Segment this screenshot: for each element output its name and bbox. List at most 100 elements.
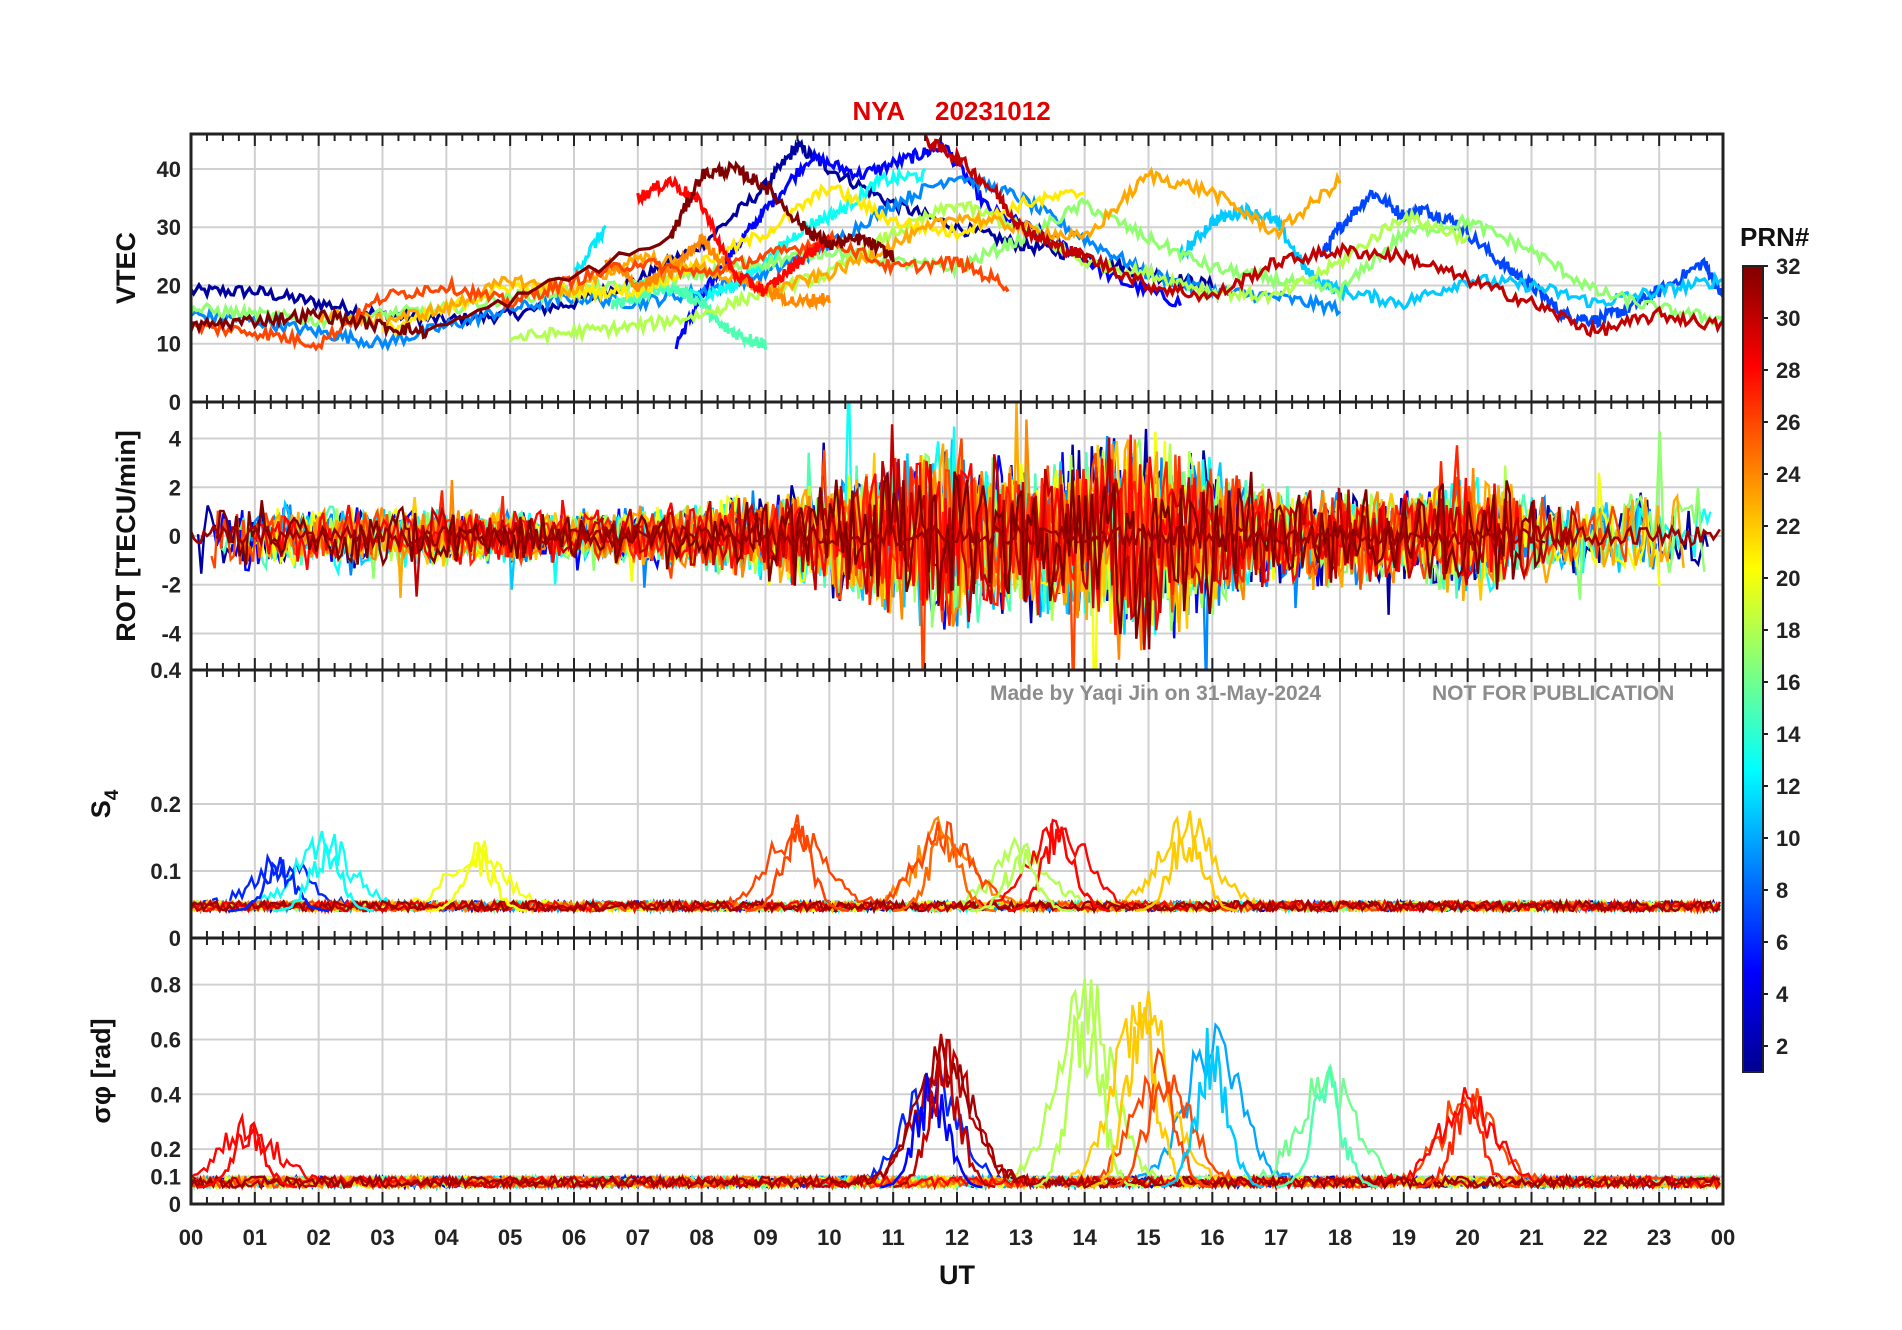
sigma_phi-peak-prn28 [197, 1120, 298, 1189]
colorbar-tick-label: 30 [1776, 306, 1800, 331]
x-tick-label: 07 [626, 1225, 650, 1250]
x-tick-label: 02 [306, 1225, 330, 1250]
colorbar-tick-label: 26 [1776, 410, 1800, 435]
x-tick-label: 18 [1328, 1225, 1352, 1250]
panel-rot-plot [191, 402, 1723, 670]
y-tick-label: 0.2 [150, 792, 181, 817]
colorbar-tick-label: 6 [1776, 930, 1788, 955]
s4-series-prn24 [191, 815, 1721, 915]
sigma_phi-peak-prn15 [1275, 1066, 1379, 1189]
sigma_phi-series-prn18 [191, 978, 1721, 1191]
x-tick-label: 19 [1392, 1225, 1416, 1250]
sigma_phi-peak-prn30 [892, 1038, 996, 1189]
colorbar-tick-label: 10 [1776, 826, 1800, 851]
y-tick-label: 30 [157, 215, 181, 240]
x-tick-label: 04 [434, 1225, 459, 1250]
x-tick-label: 21 [1519, 1225, 1543, 1250]
x-tick-label: 20 [1455, 1225, 1479, 1250]
y-axis-label-vtec: VTEC [111, 232, 141, 304]
x-tick-label: 17 [1264, 1225, 1288, 1250]
y-tick-label: 40 [157, 157, 181, 182]
y-tick-label: 0 [169, 926, 181, 951]
x-tick-label: 00 [1711, 1225, 1735, 1250]
x-tick-label: 01 [243, 1225, 267, 1250]
colorbar-tick-label: 28 [1776, 358, 1800, 383]
x-tick-label: 00 [179, 1225, 203, 1250]
colorbar-tick-label: 16 [1776, 670, 1800, 695]
colorbar-tick-label: 14 [1776, 722, 1801, 747]
y-tick-label: 0 [169, 390, 181, 415]
sigma_phi-peak-prn27 [1416, 1093, 1519, 1189]
x-tick-label: 10 [817, 1225, 841, 1250]
y-axis-label-rot: ROT [TECU/min] [111, 430, 141, 641]
x-tick-label: 05 [498, 1225, 522, 1250]
vtec-series-prn23 [317, 166, 1342, 328]
x-tick-label: 15 [1136, 1225, 1160, 1250]
colorbar-tick-label: 4 [1776, 982, 1789, 1007]
sigma_phi-peak-prn18 [1033, 1013, 1137, 1189]
vtec-series-prn32 [191, 160, 895, 340]
rot-series-prn31 [191, 521, 1721, 551]
y-tick-label: 0 [169, 524, 181, 549]
x-tick-label: 09 [753, 1225, 777, 1250]
y-tick-label: 0.8 [150, 973, 181, 998]
y-tick-label: 20 [157, 273, 181, 298]
s4-peak-prn20 [427, 845, 527, 913]
panel-vtec-plot [191, 134, 1723, 402]
sigma_phi-series-prn6 [191, 1071, 1721, 1191]
vtec-series-prn11 [1178, 201, 1723, 311]
watermark-note: NOT FOR PUBLICATION [1432, 682, 1674, 705]
colorbar-tick-label: 20 [1776, 566, 1800, 591]
x-tick-label: 08 [689, 1225, 713, 1250]
colorbar-gradient [1742, 265, 1764, 1073]
x-tick-label: 11 [882, 1225, 905, 1250]
y-tick-label: 0.4 [150, 1082, 181, 1107]
vtec-series-prn7 [1319, 189, 1723, 329]
vtec-series-prn12 [573, 224, 608, 277]
y-tick-label: 10 [157, 332, 181, 357]
x-tick-label: 12 [945, 1225, 969, 1250]
x-tick-label: 14 [1072, 1225, 1097, 1250]
x-tick-label: 13 [1009, 1225, 1033, 1250]
sigma_phi-peak-prn5 [880, 1072, 983, 1189]
colorbar-tick-label: 8 [1776, 878, 1788, 903]
x-tick-label: 03 [370, 1225, 394, 1250]
panel-s4-plot [191, 670, 1723, 938]
rot-series-prn28 [252, 434, 1522, 631]
vtec-series-prn24 [604, 233, 831, 311]
s4-peak-prn22 [1135, 834, 1238, 913]
x-tick-label: 16 [1200, 1225, 1224, 1250]
watermark-author: Made by Yaqi Jin on 31-May-2024 [990, 682, 1321, 705]
x-tick-label: 06 [562, 1225, 586, 1250]
y-tick-label: 0.1 [150, 1165, 181, 1190]
sigma_phi-series-prn30 [191, 1033, 1721, 1191]
y-tick-label: 0.1 [150, 859, 181, 884]
colorbar-tick-label: 12 [1776, 774, 1800, 799]
s4-series-prn31 [191, 897, 1721, 915]
s4-peak-prn13 [273, 843, 374, 913]
x-tick-label: 23 [1647, 1225, 1671, 1250]
colorbar-tick-label: 32 [1776, 254, 1800, 279]
vtec-series-prn13 [636, 166, 927, 306]
panel-sigma_phi-plot [191, 938, 1723, 1204]
vtec-series-prn26 [191, 229, 1010, 352]
y-tick-label: 0.6 [150, 1027, 181, 1052]
chart-title-station: NYA [852, 96, 905, 126]
y-tick-label: -2 [161, 573, 181, 598]
sigma_phi-peak-prn22 [1090, 1001, 1194, 1189]
s4-series-prn28 [191, 818, 1721, 915]
panel-sigma_phi-ticks [190, 938, 1724, 1204]
colorbar-tick-label: 22 [1776, 514, 1800, 539]
vtec-series-prn2 [191, 138, 1214, 330]
y-tick-label: 0.4 [150, 658, 181, 683]
s4-peak-prn6 [229, 859, 329, 913]
y-axis-label-s4: S4 [86, 789, 123, 818]
y-tick-label: 0 [169, 1192, 181, 1217]
sigma_phi-series-prn31 [191, 1039, 1720, 1191]
colorbar-tick-label: 2 [1776, 1034, 1788, 1059]
y-axis-label-sigma_phi: σφ [rad] [86, 1018, 116, 1123]
s4-peak-prn26 [746, 824, 849, 913]
